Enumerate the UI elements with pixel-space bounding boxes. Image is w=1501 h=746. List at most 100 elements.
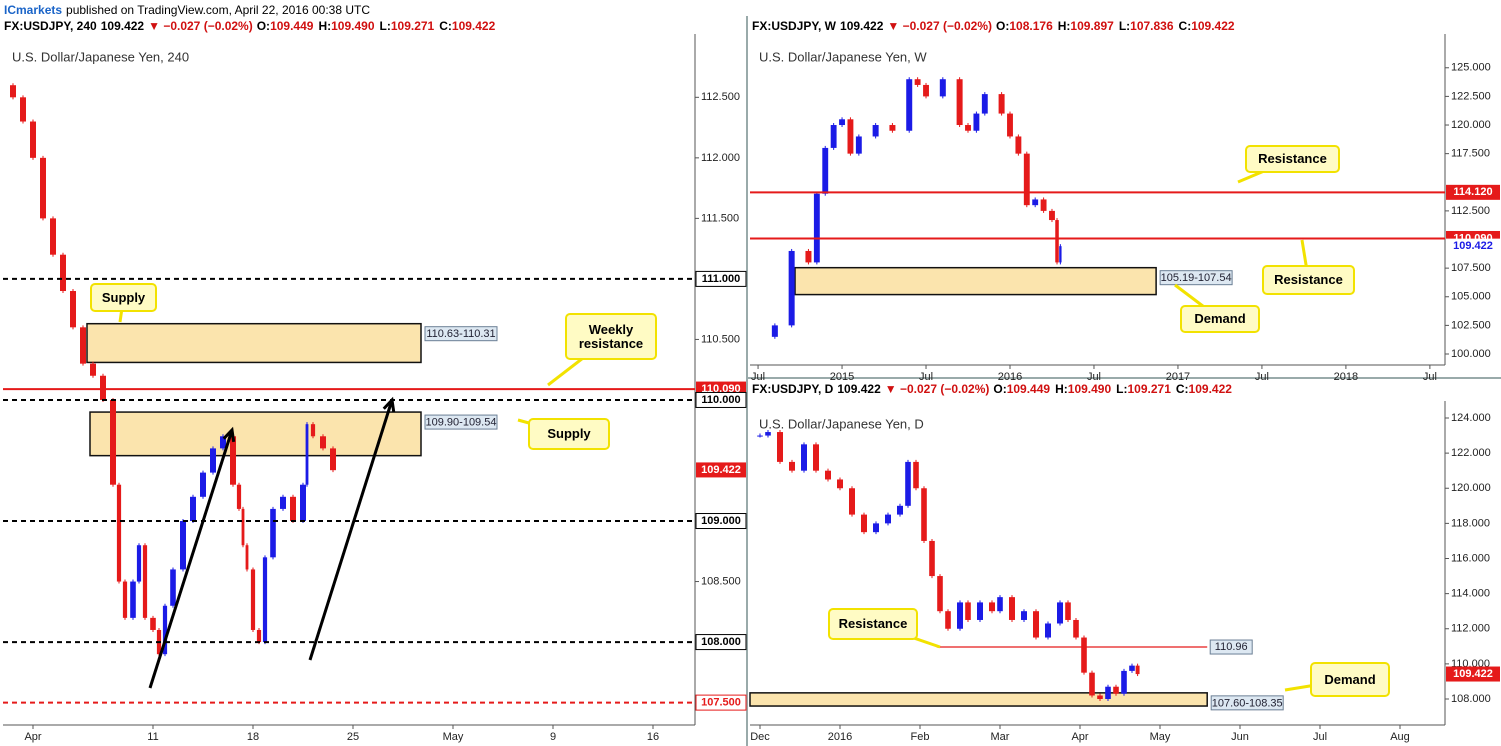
ohlc-key: H: <box>1055 382 1068 396</box>
ohlc-value: 107.836 <box>1130 19 1174 33</box>
x-tick-label: 2015 <box>830 371 854 383</box>
change: ▼ −0.027 (−0.02%) <box>148 19 253 33</box>
x-tick-label: 9 <box>550 731 556 743</box>
chart-subtitle: U.S. Dollar/Japanese Yen, D <box>759 416 924 431</box>
ohlc-key: O: <box>996 19 1010 33</box>
trend-arrow <box>308 399 394 661</box>
ohlc-key: H: <box>318 19 332 33</box>
ohlc-item: L:107.836 <box>1119 19 1174 33</box>
x-tick-label: Jul <box>751 371 765 383</box>
x-tick-label: Jul <box>1313 731 1327 743</box>
price-label-box <box>1446 238 1500 254</box>
y-tick-label: 116.000 <box>1451 552 1490 564</box>
y-tick-label: 102.500 <box>1451 319 1491 331</box>
zone-label-box <box>1159 270 1233 286</box>
y-tick-label: 118.000 <box>1451 517 1490 529</box>
ohlc-key: O: <box>993 382 1007 396</box>
symbol: FX:USDJPY, D <box>752 382 834 396</box>
x-tick-label: Jul <box>1423 371 1437 383</box>
ohlc-value: 109.422 <box>1191 19 1235 33</box>
y-tick-label: 117.500 <box>1451 148 1490 160</box>
y-tick-label: 105.000 <box>1451 291 1491 303</box>
price-label: 114.120 <box>1453 186 1492 198</box>
callout: Supply <box>528 418 610 450</box>
x-tick-label: 2016 <box>998 371 1022 383</box>
y-tick-label: 107.500 <box>1451 262 1491 274</box>
ohlc-value: 109.490 <box>1067 382 1112 396</box>
x-tick-label: 2016 <box>828 731 852 743</box>
ohlc-value: 109.271 <box>1127 382 1171 396</box>
zone <box>86 322 422 364</box>
x-tick-label: Mar <box>991 731 1010 743</box>
ohlc-value: 109.449 <box>1006 382 1051 396</box>
y-tick-label: 124.000 <box>1451 412 1491 424</box>
ohlc-item: C:109.422 <box>1179 19 1235 33</box>
ohlc-key: L: <box>1116 382 1128 396</box>
x-tick-label: 2017 <box>1166 371 1190 383</box>
callout: Demand <box>1180 305 1260 333</box>
x-tick-label: 18 <box>247 731 259 743</box>
arrow-head <box>222 426 236 443</box>
zone-label-box <box>424 326 498 342</box>
callout: Supply <box>90 283 157 312</box>
chart-header: FX:USDJPY, D 109.422 ▼ −0.027 (−0.02%) O:10… <box>752 382 1237 396</box>
level-tag-box <box>1209 639 1253 655</box>
chart-subtitle: U.S. Dollar/Japanese Yen, W <box>759 49 927 64</box>
callout: Resistance <box>1262 265 1355 295</box>
price-label: 109.422 <box>701 464 741 476</box>
ohlc-item: L:109.271 <box>380 19 435 33</box>
ohlc-value: 109.449 <box>270 19 314 33</box>
chart-header: FX:USDJPY, W 109.422 ▼ −0.027 (−0.02%) O:10… <box>752 19 1240 33</box>
y-tick-label: 120.000 <box>1451 119 1491 131</box>
price-label: 109.422 <box>1453 240 1493 252</box>
trend-arrow <box>148 429 234 689</box>
ohlc-item: H:109.490 <box>318 19 374 33</box>
zone <box>749 692 1208 707</box>
symbol: FX:USDJPY, W <box>752 19 837 33</box>
callout: Resistance <box>828 608 918 640</box>
chart-header: FX:USDJPY, 240 109.422 ▼ −0.027 (−0.02%) O:… <box>4 19 500 33</box>
change: ▼ −0.027 (−0.02%) <box>884 382 990 396</box>
published: published on TradingView.com, April 22, … <box>66 3 370 17</box>
ohlc-item: O:108.176 <box>996 19 1053 33</box>
y-tick-label: 108.500 <box>701 575 741 587</box>
arrow-head <box>382 396 396 413</box>
publisher-line: ICmarkets published on TradingView.com, A… <box>4 3 370 17</box>
ohlc-item: O:109.449 <box>993 382 1050 396</box>
price-label: 109.422 <box>1453 668 1493 680</box>
price-label-box <box>1446 184 1500 200</box>
zone-label-box <box>1210 695 1284 711</box>
price-label-box <box>1446 666 1500 682</box>
x-tick-label: Apr <box>24 731 41 743</box>
price-label: 110.000 <box>701 394 740 406</box>
x-tick-label: May <box>443 731 464 743</box>
price-label: 107.500 <box>701 697 741 709</box>
y-tick-label: 114.000 <box>1451 588 1490 600</box>
x-tick-label: May <box>1150 731 1171 743</box>
publisher[interactable]: ICmarkets <box>4 3 63 17</box>
price-label-box <box>695 270 747 287</box>
y-tick-label: 110.500 <box>701 333 740 345</box>
zone-label: 109.90-109.54 <box>426 416 497 428</box>
x-tick-label: Jul <box>1087 371 1101 383</box>
zone-label: 110.63-110.31 <box>426 328 495 340</box>
callout: Demand <box>1310 662 1390 697</box>
x-tick-label: Apr <box>1071 731 1088 743</box>
price-label-box <box>695 634 747 651</box>
y-tick-label: 125.000 <box>1451 62 1491 74</box>
y-tick-label: 122.000 <box>1451 447 1491 459</box>
change: ▼ −0.027 (−0.02%) <box>887 19 993 33</box>
ohlc-item: L:109.271 <box>1116 382 1171 396</box>
price-label-box <box>695 513 747 530</box>
x-tick-label: Jun <box>1231 731 1249 743</box>
ohlc-key: L: <box>379 19 391 33</box>
zone-label: 107.60-108.35 <box>1212 697 1283 709</box>
last-price: 109.422 <box>837 382 881 396</box>
y-tick-label: 112.000 <box>701 152 740 164</box>
symbol: FX:USDJPY, 240 <box>4 19 97 33</box>
price-label-box <box>696 462 746 478</box>
callout: Weekly resistance <box>565 313 657 360</box>
x-tick-label: 11 <box>147 731 158 743</box>
